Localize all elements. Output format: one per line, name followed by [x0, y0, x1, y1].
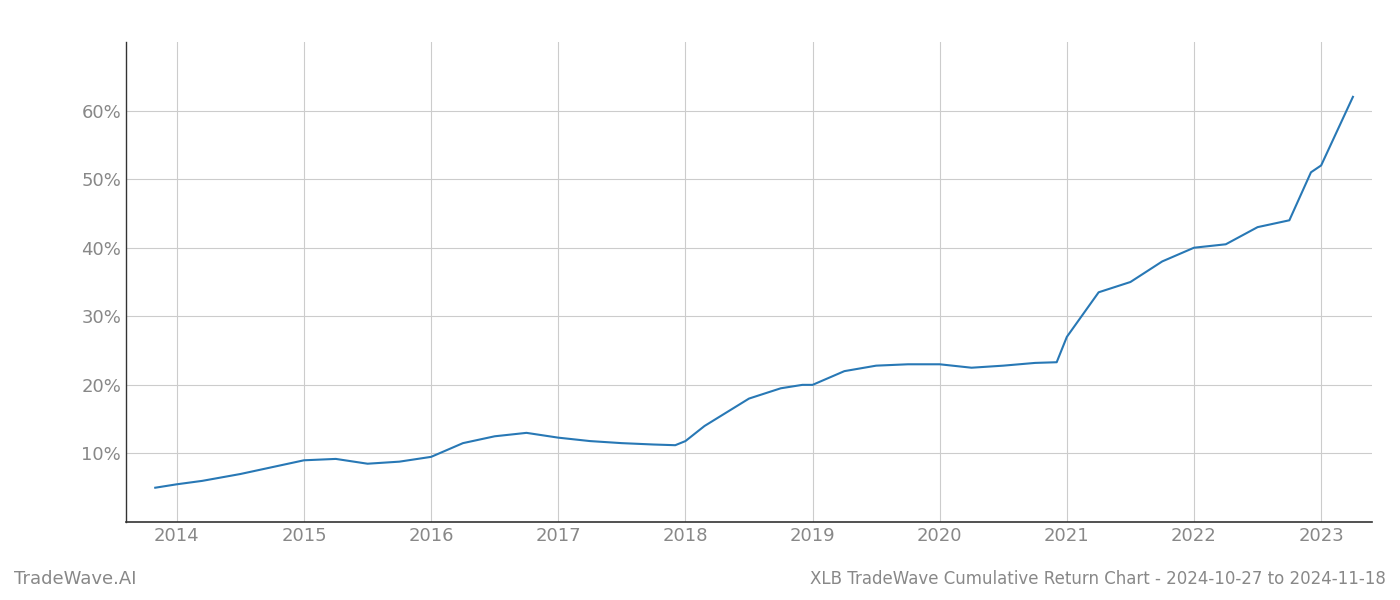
Text: TradeWave.AI: TradeWave.AI	[14, 570, 137, 588]
Text: XLB TradeWave Cumulative Return Chart - 2024-10-27 to 2024-11-18: XLB TradeWave Cumulative Return Chart - …	[811, 570, 1386, 588]
